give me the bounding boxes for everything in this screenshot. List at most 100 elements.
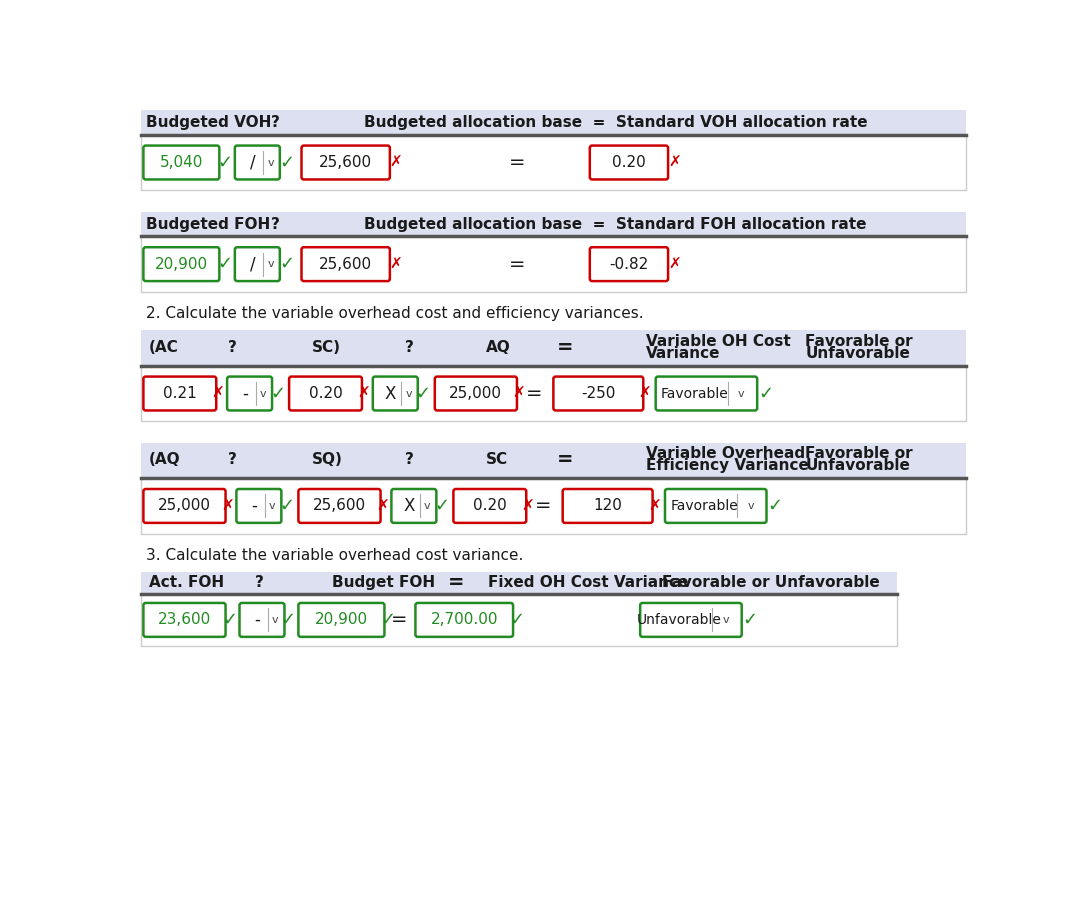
Text: v: v bbox=[748, 501, 754, 511]
Text: -0.82: -0.82 bbox=[610, 257, 648, 272]
Text: 5,040: 5,040 bbox=[160, 155, 203, 170]
Text: ✓: ✓ bbox=[767, 497, 782, 515]
Text: ✗: ✗ bbox=[390, 155, 402, 170]
Text: Act. FOH: Act. FOH bbox=[149, 576, 224, 590]
Text: v: v bbox=[723, 615, 729, 625]
Text: SQ): SQ) bbox=[312, 453, 342, 467]
Text: Budgeted allocation base  =  Standard FOH allocation rate: Budgeted allocation base = Standard FOH … bbox=[364, 217, 866, 231]
FancyBboxPatch shape bbox=[640, 603, 741, 637]
Text: ✓: ✓ bbox=[217, 153, 232, 172]
Text: 2. Calculate the variable overhead cost and efficiency variances.: 2. Calculate the variable overhead cost … bbox=[146, 306, 643, 321]
Text: =: = bbox=[535, 497, 551, 515]
Text: =: = bbox=[525, 384, 543, 403]
Text: ✗: ✗ bbox=[521, 498, 534, 513]
Text: (AQ: (AQ bbox=[149, 453, 180, 467]
FancyBboxPatch shape bbox=[141, 212, 967, 237]
Text: ✓: ✓ bbox=[742, 610, 757, 629]
Text: ✓: ✓ bbox=[279, 153, 295, 172]
FancyBboxPatch shape bbox=[590, 146, 668, 179]
Text: ✗: ✗ bbox=[357, 386, 370, 401]
Text: =: = bbox=[557, 338, 573, 357]
Text: -250: -250 bbox=[582, 386, 615, 401]
Text: ✓: ✓ bbox=[281, 610, 296, 629]
FancyBboxPatch shape bbox=[240, 603, 285, 637]
Text: v: v bbox=[738, 388, 745, 398]
Text: 25,000: 25,000 bbox=[449, 386, 503, 401]
Text: (AC: (AC bbox=[149, 340, 179, 355]
Text: /: / bbox=[249, 255, 256, 274]
Text: 0.21: 0.21 bbox=[163, 386, 196, 401]
FancyBboxPatch shape bbox=[141, 365, 967, 421]
FancyBboxPatch shape bbox=[141, 442, 967, 478]
Text: =: = bbox=[391, 610, 408, 630]
FancyBboxPatch shape bbox=[144, 603, 226, 637]
Text: 20,900: 20,900 bbox=[315, 612, 368, 627]
Text: 20,900: 20,900 bbox=[154, 257, 208, 272]
FancyBboxPatch shape bbox=[144, 247, 219, 281]
Text: ✗: ✗ bbox=[513, 386, 524, 401]
Text: 3. Calculate the variable overhead cost variance.: 3. Calculate the variable overhead cost … bbox=[146, 548, 523, 563]
Text: Budget FOH: Budget FOH bbox=[332, 576, 436, 590]
Text: SC: SC bbox=[486, 453, 508, 467]
Text: ✓: ✓ bbox=[222, 610, 237, 629]
Text: ✗: ✗ bbox=[668, 257, 681, 272]
Text: Budgeted VOH: Budgeted VOH bbox=[146, 115, 271, 130]
FancyBboxPatch shape bbox=[235, 146, 279, 179]
Text: Unfavorable: Unfavorable bbox=[637, 613, 722, 627]
FancyBboxPatch shape bbox=[144, 146, 219, 179]
Text: ✓: ✓ bbox=[434, 497, 449, 515]
FancyBboxPatch shape bbox=[554, 376, 643, 410]
FancyBboxPatch shape bbox=[235, 247, 279, 281]
FancyBboxPatch shape bbox=[562, 489, 653, 523]
FancyBboxPatch shape bbox=[301, 247, 390, 281]
FancyBboxPatch shape bbox=[141, 572, 897, 594]
Text: Unfavorable: Unfavorable bbox=[805, 458, 910, 474]
Text: ?: ? bbox=[405, 340, 413, 355]
Text: v: v bbox=[260, 388, 267, 398]
FancyBboxPatch shape bbox=[373, 376, 418, 410]
Text: ?: ? bbox=[255, 576, 264, 590]
Text: ✗: ✗ bbox=[390, 257, 402, 272]
Text: 0.20: 0.20 bbox=[473, 498, 507, 513]
Text: v: v bbox=[268, 259, 274, 269]
FancyBboxPatch shape bbox=[141, 135, 967, 190]
Text: =: = bbox=[508, 153, 525, 172]
FancyBboxPatch shape bbox=[141, 110, 967, 135]
Text: Variance: Variance bbox=[646, 346, 721, 361]
Text: ✗: ✗ bbox=[668, 155, 681, 170]
Text: =: = bbox=[557, 450, 573, 469]
Text: ✓: ✓ bbox=[279, 255, 295, 274]
FancyBboxPatch shape bbox=[236, 489, 282, 523]
Text: ✓: ✓ bbox=[759, 385, 774, 402]
Text: 25,600: 25,600 bbox=[313, 498, 366, 513]
FancyBboxPatch shape bbox=[415, 603, 514, 637]
Text: Variable Overhead: Variable Overhead bbox=[646, 446, 806, 461]
FancyBboxPatch shape bbox=[144, 376, 216, 410]
Text: ✓: ✓ bbox=[279, 497, 295, 515]
Text: Favorable or: Favorable or bbox=[805, 333, 913, 349]
FancyBboxPatch shape bbox=[665, 489, 766, 523]
Text: =: = bbox=[448, 574, 465, 592]
FancyBboxPatch shape bbox=[299, 489, 381, 523]
Text: v: v bbox=[269, 501, 275, 511]
Text: v: v bbox=[406, 388, 412, 398]
Text: /: / bbox=[249, 153, 256, 172]
FancyBboxPatch shape bbox=[141, 478, 967, 533]
Text: Efficiency Variance: Efficiency Variance bbox=[646, 458, 809, 474]
Text: 25,000: 25,000 bbox=[158, 498, 211, 513]
FancyBboxPatch shape bbox=[289, 376, 361, 410]
Text: Favorable or: Favorable or bbox=[805, 446, 913, 461]
Text: ✗: ✗ bbox=[647, 498, 660, 513]
FancyBboxPatch shape bbox=[590, 247, 668, 281]
Text: ✗: ✗ bbox=[639, 386, 652, 401]
Text: v: v bbox=[272, 615, 278, 625]
FancyBboxPatch shape bbox=[299, 603, 384, 637]
Text: ?: ? bbox=[271, 115, 279, 130]
Text: Fixed OH Cost Variance: Fixed OH Cost Variance bbox=[488, 576, 688, 590]
Text: Favorable or Unfavorable: Favorable or Unfavorable bbox=[661, 576, 879, 590]
FancyBboxPatch shape bbox=[435, 376, 517, 410]
Text: -: - bbox=[255, 610, 260, 629]
Text: Favorable: Favorable bbox=[661, 386, 728, 400]
Text: ?: ? bbox=[228, 340, 236, 355]
Text: 120: 120 bbox=[593, 498, 623, 513]
